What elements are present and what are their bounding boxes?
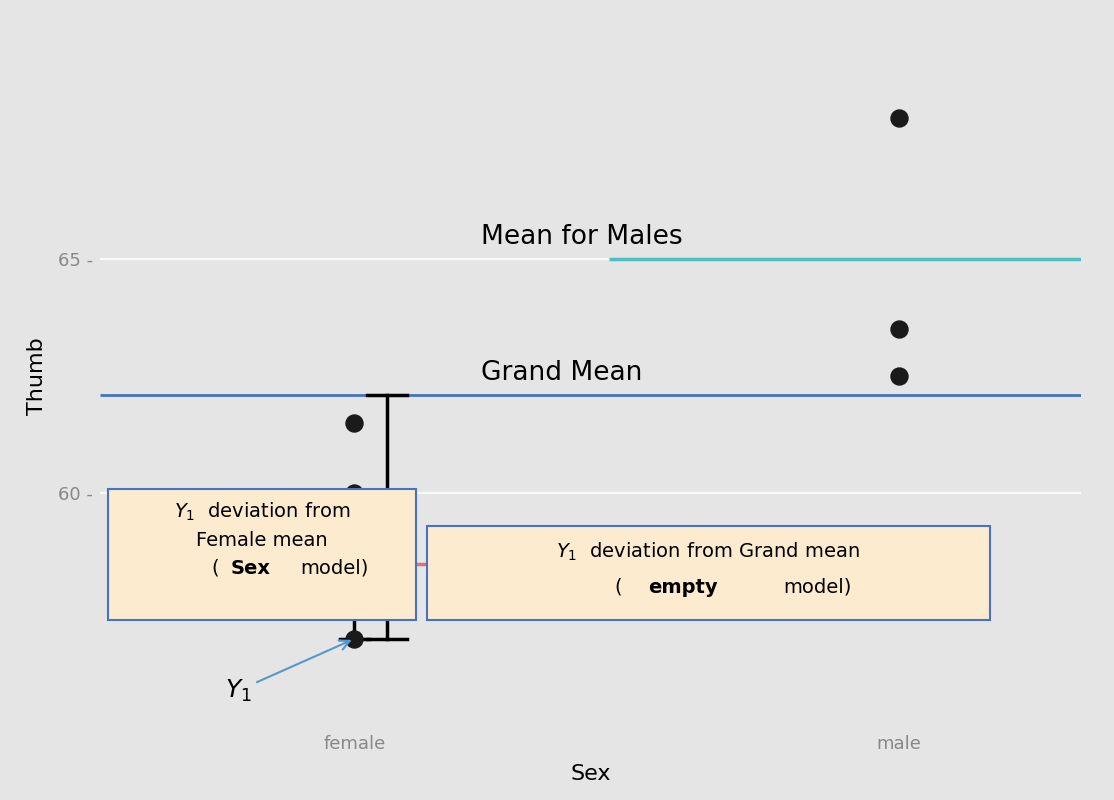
Text: Mean for Males: Mean for Males bbox=[481, 224, 683, 250]
Text: empty: empty bbox=[648, 578, 717, 597]
Point bbox=[345, 487, 363, 500]
Text: $Y_1$  deviation from: $Y_1$ deviation from bbox=[174, 501, 350, 523]
Y-axis label: Thumb: Thumb bbox=[27, 337, 47, 415]
Text: $Y_1$: $Y_1$ bbox=[225, 640, 350, 703]
Point bbox=[345, 633, 363, 646]
Point bbox=[890, 322, 908, 335]
Point bbox=[890, 111, 908, 124]
Text: (: ( bbox=[211, 559, 218, 578]
Text: model): model) bbox=[783, 578, 851, 597]
X-axis label: Sex: Sex bbox=[570, 764, 610, 784]
Text: $Y_1$  deviation from Grand mean: $Y_1$ deviation from Grand mean bbox=[556, 541, 860, 563]
Text: Female mean: Female mean bbox=[196, 530, 328, 550]
Text: model): model) bbox=[301, 559, 369, 578]
Text: Grand Mean: Grand Mean bbox=[481, 360, 643, 386]
Text: (: ( bbox=[614, 578, 622, 597]
Point bbox=[345, 417, 363, 430]
FancyBboxPatch shape bbox=[108, 489, 417, 620]
Text: Sex: Sex bbox=[231, 559, 271, 578]
Text: Mean for Females: Mean for Females bbox=[481, 530, 716, 555]
FancyBboxPatch shape bbox=[427, 526, 990, 620]
Point bbox=[890, 370, 908, 382]
